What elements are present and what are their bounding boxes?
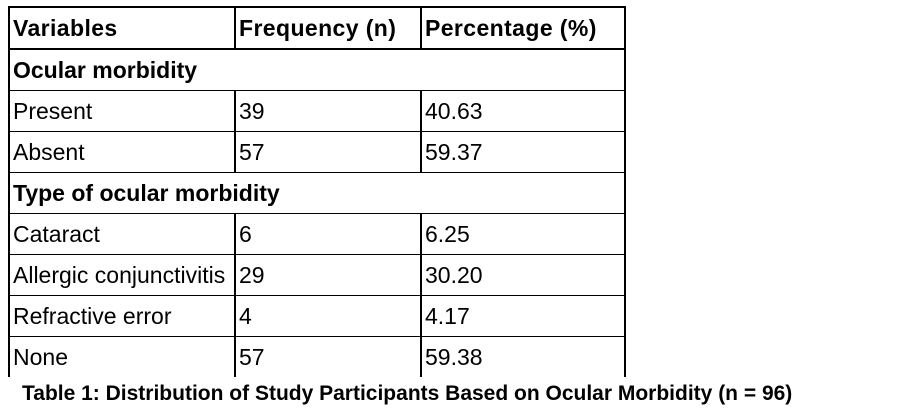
row-frequency: 39 — [234, 90, 422, 132]
row-percentage: 40.63 — [420, 90, 626, 132]
row-percentage: 59.38 — [420, 336, 626, 377]
table-header-row: Variables Frequency (n) Percentage (%) — [8, 6, 626, 50]
section-title: Type of ocular morbidity — [8, 172, 626, 214]
table-row: Cataract 6 6.25 — [8, 213, 626, 255]
section-title: Ocular morbidity — [8, 48, 626, 91]
row-label: Allergic conjunctivitis — [8, 254, 236, 296]
row-label: Refractive error — [8, 295, 236, 337]
row-frequency: 4 — [234, 295, 422, 337]
row-percentage: 6.25 — [420, 213, 626, 255]
header-frequency: Frequency (n) — [234, 6, 422, 50]
row-frequency: 57 — [234, 131, 422, 173]
row-percentage: 30.20 — [420, 254, 626, 296]
table-row: Present 39 40.63 — [8, 90, 626, 132]
table-row: Allergic conjunctivitis 29 30.20 — [8, 254, 626, 296]
header-variables: Variables — [8, 6, 236, 50]
row-label: Cataract — [8, 213, 236, 255]
section-row-type-of-ocular-morbidity: Type of ocular morbidity — [8, 172, 626, 214]
table-row: Absent 57 59.37 — [8, 131, 626, 173]
table-container: Variables Frequency (n) Percentage (%) O… — [8, 6, 626, 377]
row-frequency: 6 — [234, 213, 422, 255]
header-percentage: Percentage (%) — [420, 6, 626, 50]
table-row: Refractive error 4 4.17 — [8, 295, 626, 337]
row-percentage: 59.37 — [420, 131, 626, 173]
table-row: None 57 59.38 — [8, 336, 626, 377]
ocular-morbidity-table: Variables Frequency (n) Percentage (%) O… — [8, 6, 626, 377]
table-caption: Table 1: Distribution of Study Participa… — [22, 382, 793, 405]
section-row-ocular-morbidity: Ocular morbidity — [8, 48, 626, 91]
row-frequency: 57 — [234, 336, 422, 377]
row-label: Present — [8, 90, 236, 132]
row-percentage: 4.17 — [420, 295, 626, 337]
row-label: None — [8, 336, 236, 377]
row-frequency: 29 — [234, 254, 422, 296]
row-label: Absent — [8, 131, 236, 173]
